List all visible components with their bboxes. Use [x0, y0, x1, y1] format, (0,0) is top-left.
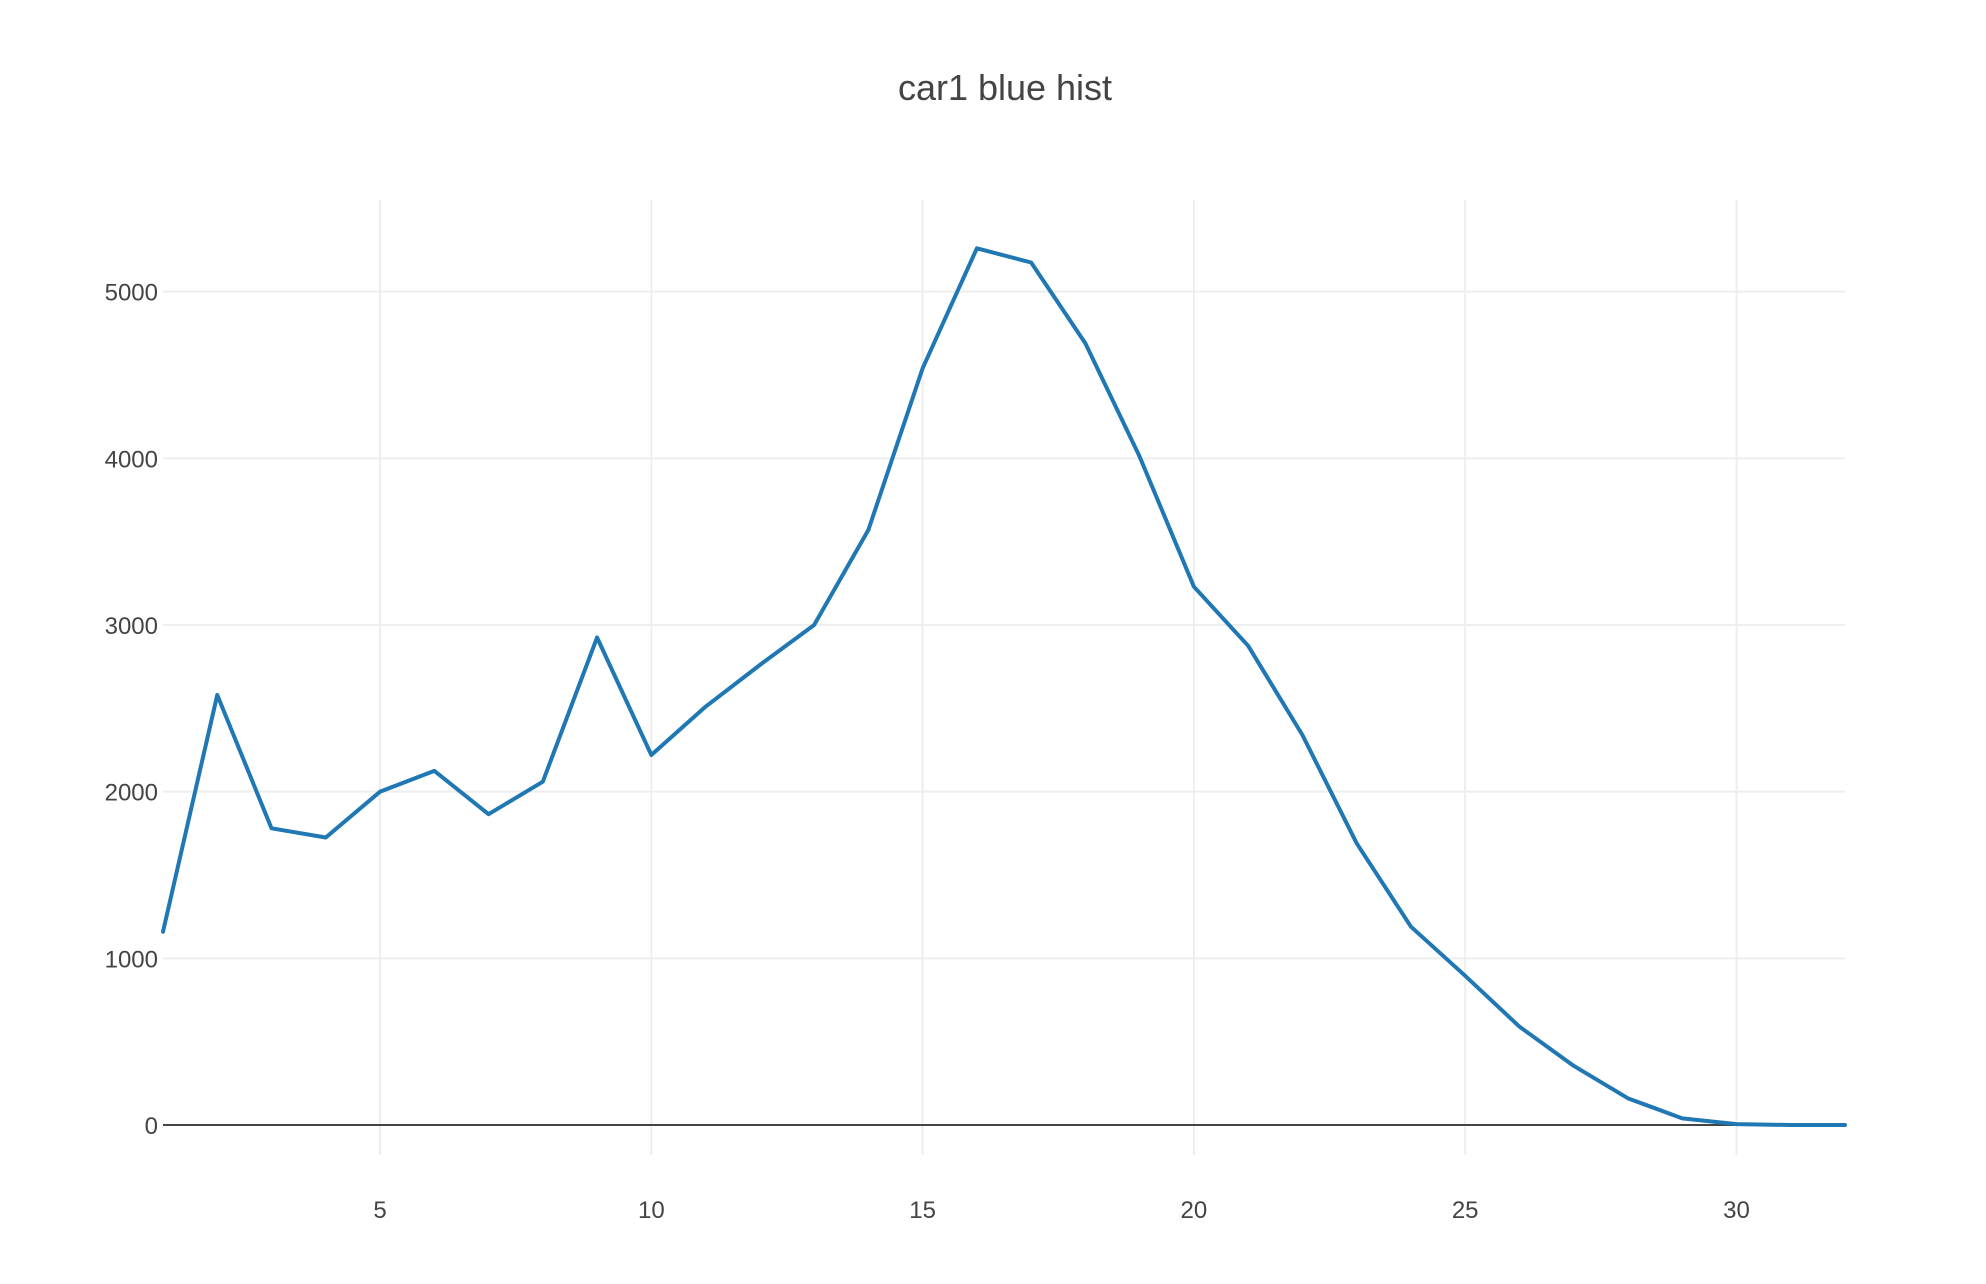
y-tick-label: 5000: [105, 280, 158, 307]
y-tick-label: 3000: [105, 613, 158, 640]
y-tick-label: 0: [145, 1113, 158, 1140]
x-tick-label: 15: [909, 1197, 936, 1224]
y-tick-label: 1000: [105, 946, 158, 973]
x-tick-label: 10: [638, 1197, 665, 1224]
grid: [163, 200, 1845, 1155]
y-tick-label: 2000: [105, 780, 158, 807]
x-tick-label: 25: [1452, 1197, 1479, 1224]
series-layer: [161, 246, 1847, 1127]
tick-labels: 5 10 15 20 25 30 0 1000 2000 3000 4000 5000: [105, 280, 1750, 1224]
x-tick-label: 20: [1181, 1197, 1208, 1224]
chart-title: car1 blue hist: [898, 67, 1112, 108]
series-line: [161, 246, 1847, 1127]
x-tick-label: 5: [373, 1197, 386, 1224]
y-tick-label: 4000: [105, 446, 158, 473]
x-tick-label: 30: [1723, 1197, 1750, 1224]
